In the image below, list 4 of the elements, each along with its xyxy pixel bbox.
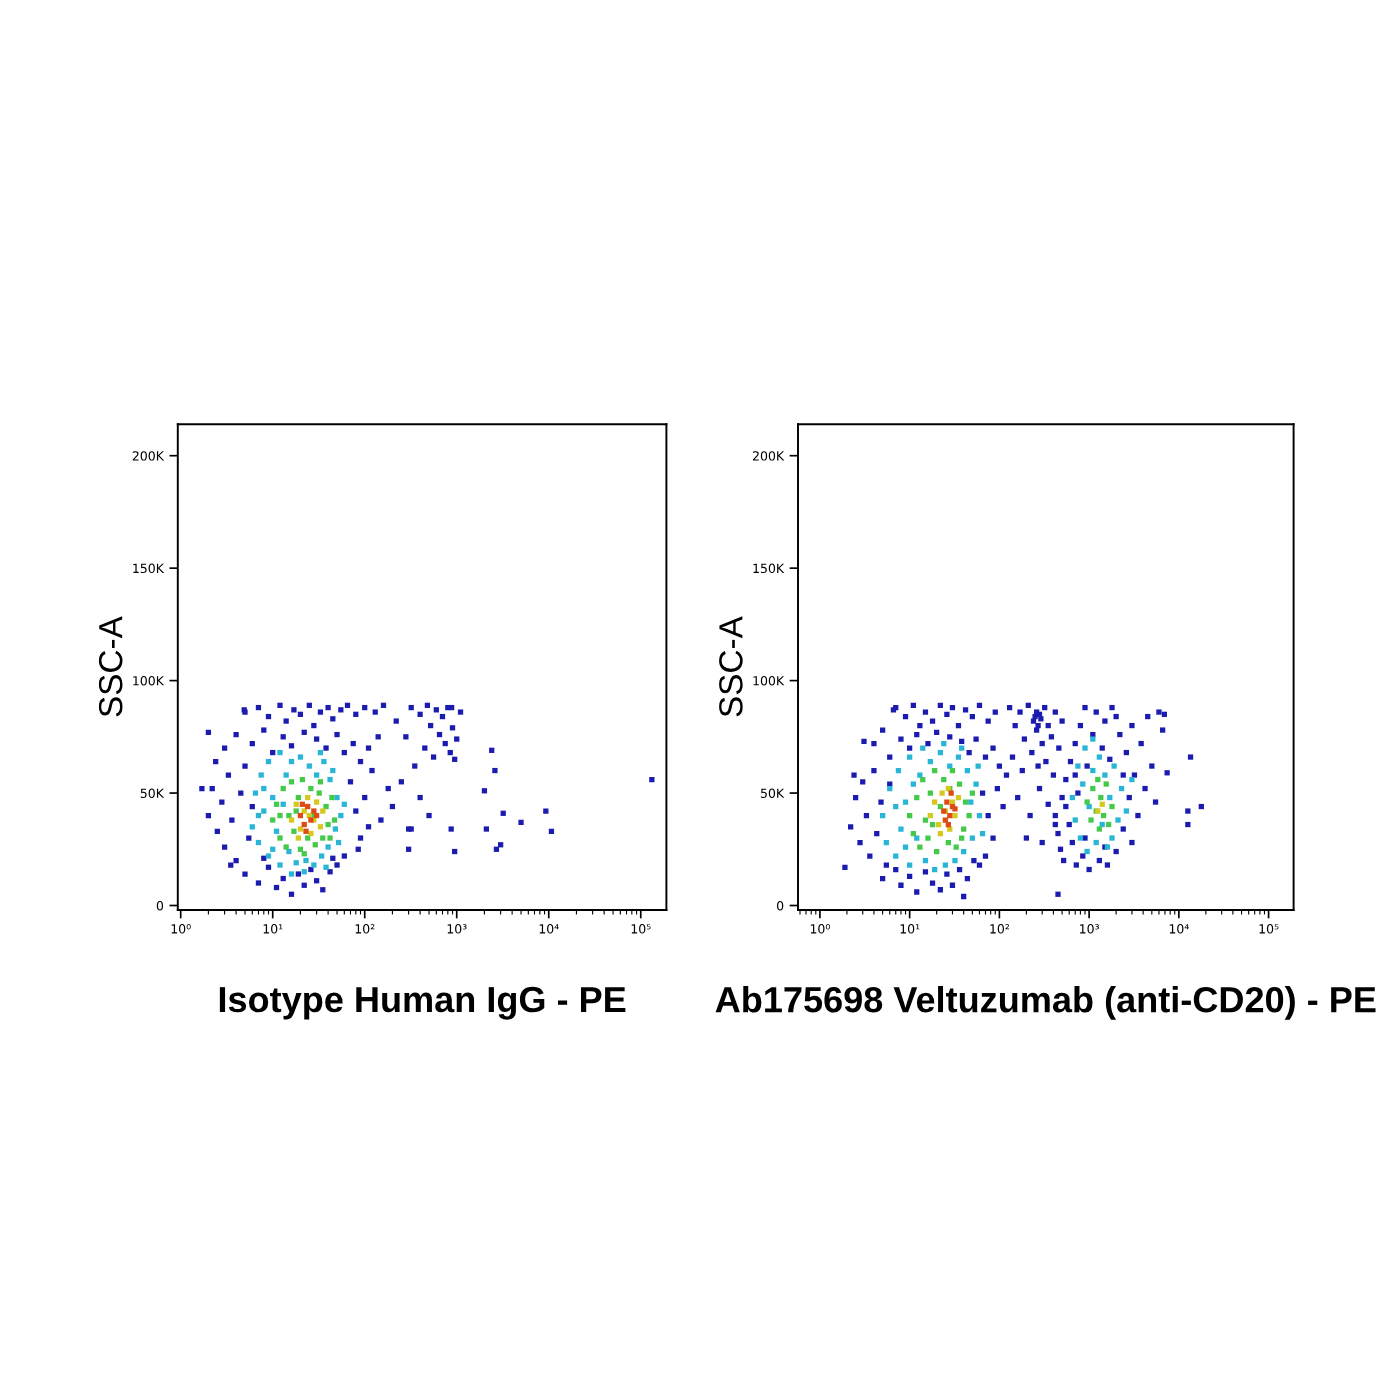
x-axis-title: Ab175698 Veltuzumab (anti-CD20) - PE [715,985,1376,1020]
y-axis-title: SSC-A [719,616,743,717]
x-axis-title: Isotype Human IgG - PE [219,986,626,1020]
y-axis-title: SSC-A [98,616,123,717]
